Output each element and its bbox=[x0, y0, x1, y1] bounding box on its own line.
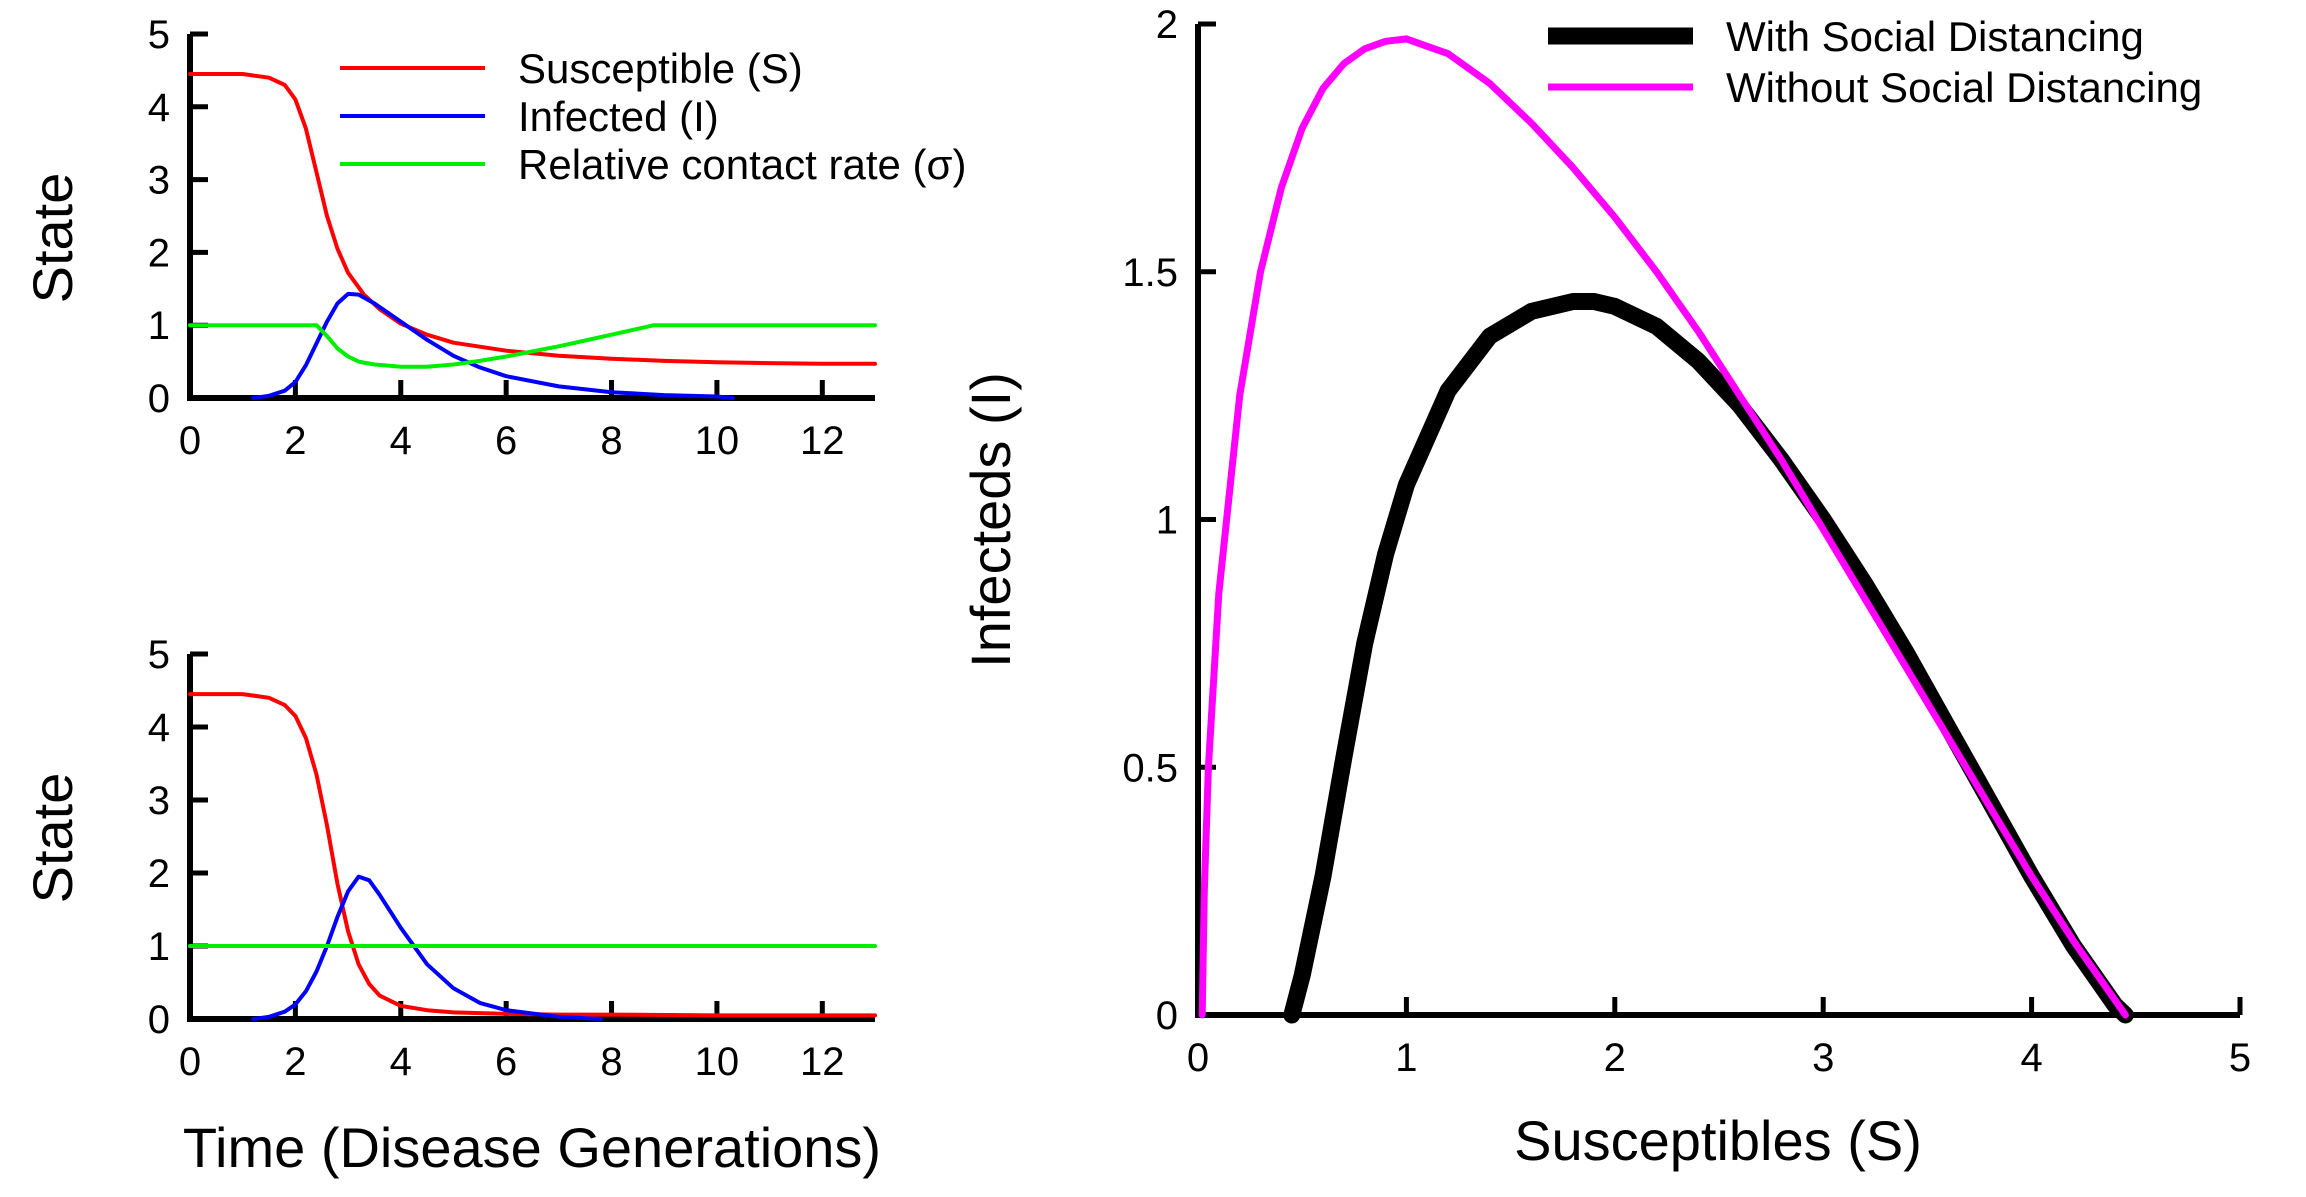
x-tick-label: 4 bbox=[2020, 1036, 2042, 1080]
x-tick-label: 0 bbox=[1187, 1036, 1209, 1080]
series-line-with-social-distancing bbox=[1283, 293, 2134, 1024]
y-tick-label: 0 bbox=[148, 998, 170, 1042]
x-tick-label: 4 bbox=[390, 1040, 412, 1084]
y-tick-label: 3 bbox=[148, 159, 170, 203]
x-tick-label: 10 bbox=[695, 419, 740, 463]
panel1-legend: Susceptible (S)Infected (I)Relative cont… bbox=[340, 45, 966, 188]
x-tick-label: 4 bbox=[390, 419, 412, 463]
y-tick-label: 1.5 bbox=[1122, 251, 1178, 295]
x-tick-label: 2 bbox=[284, 419, 306, 463]
y-tick-label: 4 bbox=[148, 706, 170, 750]
y-tick-label: 2 bbox=[1156, 3, 1178, 47]
y-tick-label: 5 bbox=[148, 13, 170, 57]
panel2-ylabel: State bbox=[21, 773, 84, 904]
y-tick-label: 3 bbox=[148, 779, 170, 823]
series-line-without-social-distancing bbox=[1198, 35, 2129, 1019]
x-tick-label: 12 bbox=[800, 1040, 845, 1084]
series-line-susceptible-s bbox=[188, 692, 877, 1018]
y-tick-label: 4 bbox=[148, 86, 170, 130]
x-tick-label: 0 bbox=[179, 1040, 201, 1084]
panel3-ticks: 0 1 2 3 4 5 0 0.5 1 1.5 2 bbox=[1122, 3, 2251, 1080]
y-tick-label: 1 bbox=[1156, 499, 1178, 543]
y-tick-label: 0 bbox=[1156, 994, 1178, 1038]
x-tick-label: 5 bbox=[2229, 1036, 2251, 1080]
series-line-infected-i bbox=[251, 291, 735, 400]
x-tick-label: 8 bbox=[600, 1040, 622, 1084]
legend-label: With Social Distancing bbox=[1726, 13, 2144, 60]
panel2-series bbox=[188, 692, 877, 1021]
y-tick-label: 0 bbox=[148, 377, 170, 421]
x-tick-label: 8 bbox=[600, 419, 622, 463]
legend-label: Relative contact rate (σ) bbox=[518, 141, 966, 188]
y-tick-label: 1 bbox=[148, 925, 170, 969]
series-line-relative-contact-rate bbox=[188, 323, 877, 369]
y-tick-label: 1 bbox=[148, 304, 170, 348]
legend-label: Susceptible (S) bbox=[518, 45, 803, 92]
series-line-infected-i bbox=[251, 874, 603, 1021]
panel3-series bbox=[1198, 35, 2134, 1024]
legend-label: Infected (I) bbox=[518, 93, 719, 140]
panel3-ylabel: Infecteds (I) bbox=[959, 372, 1022, 668]
y-tick-label: 5 bbox=[148, 633, 170, 677]
y-tick-label: 2 bbox=[148, 852, 170, 896]
y-tick-label: 2 bbox=[148, 231, 170, 275]
panel-bottom-left: State Time (Disease Generations) 0 2 4 6 8 10… bbox=[21, 633, 881, 1179]
panel-right: Infecteds (I) Susceptibles (S) 0 1 2 3 4 5 0 0.… bbox=[959, 3, 2251, 1172]
y-tick-label: 0.5 bbox=[1122, 746, 1178, 790]
x-tick-label: 10 bbox=[695, 1040, 740, 1084]
x-tick-label: 3 bbox=[1812, 1036, 1834, 1080]
x-tick-label: 2 bbox=[284, 1040, 306, 1084]
x-tick-label: 2 bbox=[1604, 1036, 1626, 1080]
panel1-series bbox=[188, 72, 877, 400]
x-tick-label: 6 bbox=[495, 419, 517, 463]
panel3-xlabel: Susceptibles (S) bbox=[1514, 1109, 1922, 1172]
x-tick-label: 12 bbox=[800, 419, 845, 463]
legend-label: Without Social Distancing bbox=[1726, 64, 2202, 111]
panel2-xlabel: Time (Disease Generations) bbox=[183, 1116, 881, 1179]
x-tick-label: 0 bbox=[179, 419, 201, 463]
x-tick-label: 6 bbox=[495, 1040, 517, 1084]
panel1-ylabel: State bbox=[21, 173, 84, 304]
x-tick-label: 1 bbox=[1395, 1036, 1417, 1080]
